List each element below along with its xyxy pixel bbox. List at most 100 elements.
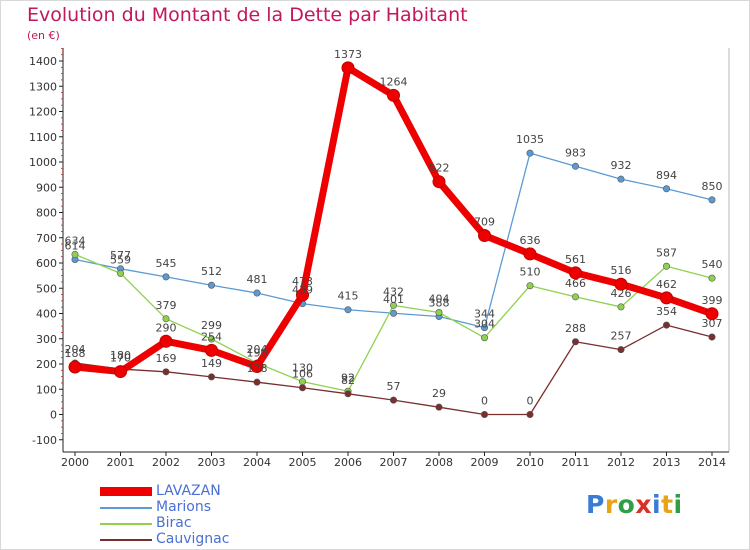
chart-title: Evolution du Montant de la Dette par Hab… [27,4,468,26]
data-label: 426 [611,287,632,300]
data-point [571,293,579,301]
data-point [432,175,446,189]
data-point [68,360,82,374]
data-label: 922 [429,162,450,175]
x-tick-label: 2011 [562,456,590,469]
data-label: 82 [341,374,355,387]
data-point [617,303,625,311]
y-tick-label: 700 [36,232,57,245]
data-point [205,343,218,357]
data-label: 388 [429,297,450,310]
data-label: 559 [110,253,131,266]
data-label: 481 [247,273,268,286]
legend-label: Birac [156,515,192,531]
x-tick-label: 2008 [425,456,453,469]
data-point [341,61,355,75]
data-point [705,307,719,321]
data-point [344,390,352,398]
y-tick-label: 100 [36,383,57,396]
y-tick-label: 1000 [29,156,57,169]
data-point [162,315,170,323]
data-point [526,282,534,290]
data-label: 204 [247,343,268,356]
data-label: 1264 [380,75,408,88]
data-label: 462 [656,278,677,291]
data-label: 587 [656,246,677,259]
y-tick-label: 1100 [29,131,57,144]
x-tick-label: 2006 [334,456,362,469]
data-label: 415 [338,290,359,303]
legend-swatch [100,539,152,541]
y-tick-label: 500 [36,282,57,295]
legend-label: LAVAZAN [156,483,221,499]
data-label: 288 [565,322,586,335]
y-tick-label: 1200 [29,106,57,119]
y-tick-label: 600 [36,257,57,270]
data-label: 510 [520,266,541,279]
data-point [435,403,443,411]
data-label: 354 [656,305,677,318]
data-label: 1373 [334,48,362,61]
data-label: 170 [110,352,131,365]
data-label: 379 [156,299,177,312]
data-point [250,360,264,374]
data-label: 1035 [516,133,544,146]
data-point [660,291,673,305]
data-label: 29 [432,387,446,400]
data-label: 932 [611,159,632,172]
data-label: 540 [702,258,723,271]
data-label: 850 [702,180,723,193]
data-label: 399 [702,294,723,307]
data-label: 130 [292,362,313,375]
data-point [389,309,397,317]
data-label: 577 [110,249,131,262]
data-label: 0 [527,395,534,408]
data-point [298,384,306,392]
data-point [614,277,628,291]
data-label: 128 [247,362,268,375]
data-label: 169 [156,352,177,365]
data-label: 304 [474,318,495,331]
x-tick-label: 2001 [107,456,135,469]
y-tick-label: -100 [32,434,57,447]
data-point [569,266,582,280]
y-tick-label: 0 [50,409,57,422]
data-label: 188 [65,347,86,360]
data-point [296,288,309,302]
y-tick-label: 300 [36,333,57,346]
proxiti-logo: Proxiti [586,490,683,519]
x-tick-label: 2010 [516,456,544,469]
data-label: 983 [565,146,586,159]
data-label: 106 [292,368,313,381]
data-label: 545 [156,257,177,270]
x-tick-label: 2014 [698,456,726,469]
data-label: 0 [481,395,488,408]
data-point [526,149,534,157]
data-label: 190 [247,347,268,360]
data-label: 204 [65,343,86,356]
x-tick-label: 2005 [289,456,317,469]
y-tick-label: 200 [36,358,57,371]
legend-swatch [100,487,152,496]
data-point [159,334,173,348]
data-label: 894 [656,169,677,182]
x-tick-label: 2004 [243,456,271,469]
data-point [480,324,488,332]
y-tick-label: 1300 [29,80,57,93]
data-label: 432 [383,285,404,298]
data-point [208,281,216,289]
data-point [662,185,670,193]
legend-label: Marions [156,499,212,515]
data-point [571,338,579,346]
legend-swatch [100,523,152,525]
data-point [117,269,125,277]
x-tick-label: 2009 [471,456,499,469]
data-point [253,289,261,297]
data-point [389,301,397,309]
data-point [389,396,397,404]
x-tick-label: 2007 [380,456,408,469]
data-point [114,365,127,379]
data-point [526,410,534,418]
x-tick-label: 2002 [152,456,180,469]
